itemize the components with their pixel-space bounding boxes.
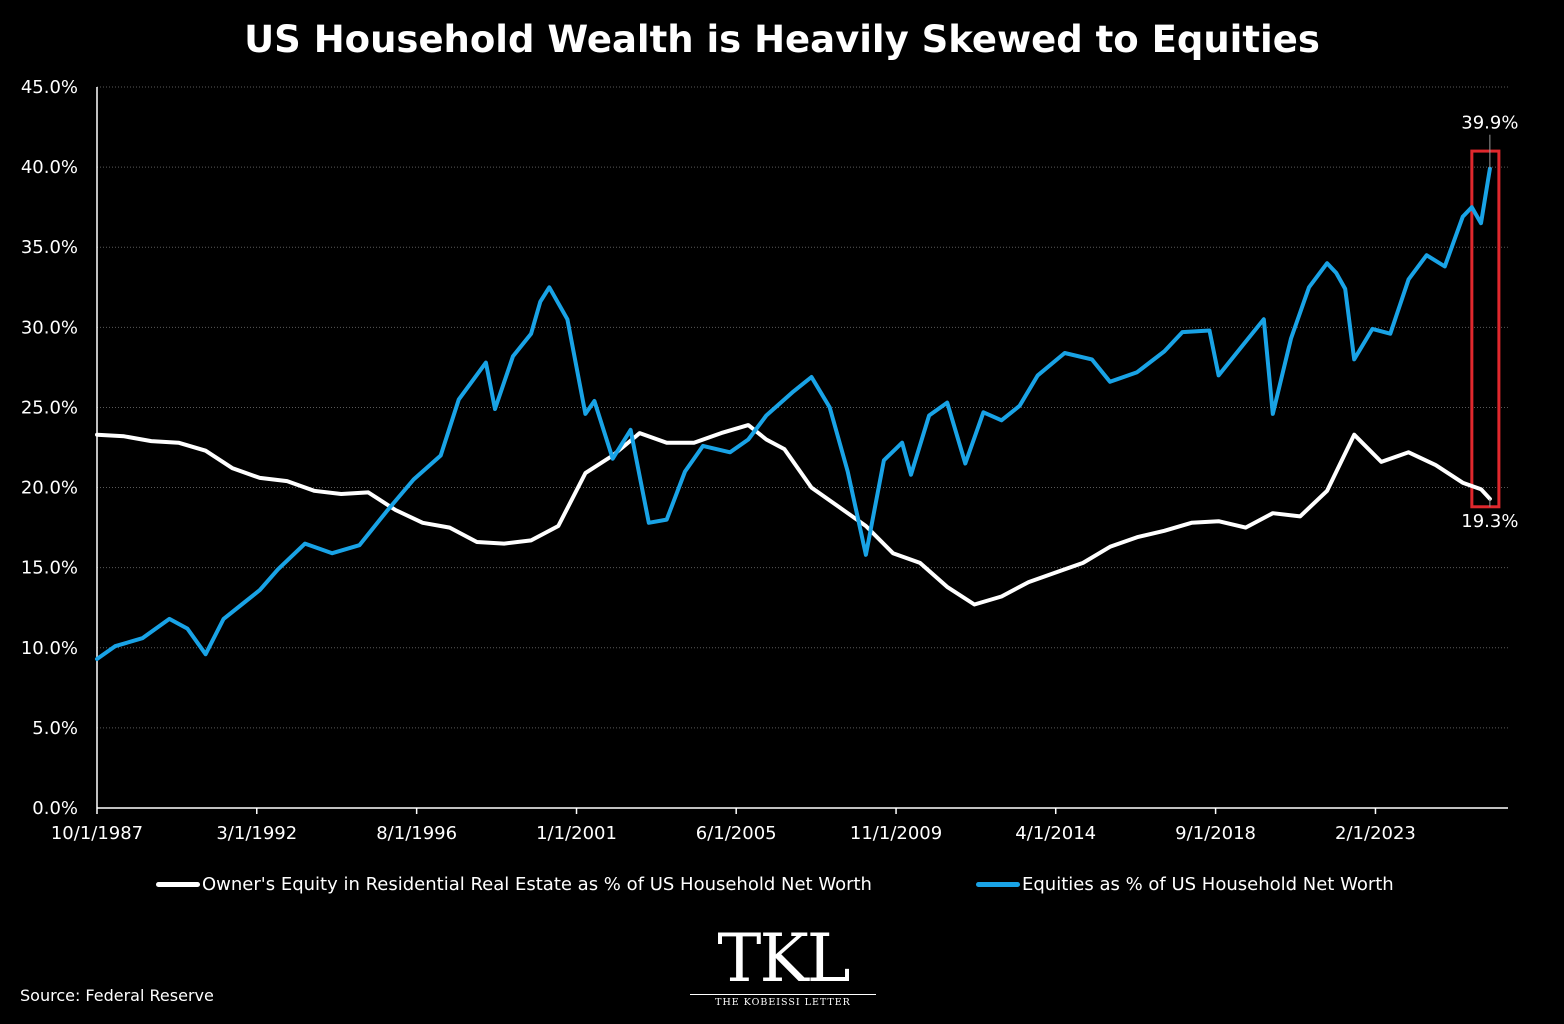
axes: [96, 87, 1508, 814]
y-tick-label: 20.0%: [21, 478, 78, 499]
y-tick-label: 30.0%: [21, 317, 78, 338]
highlight-rect: [1470, 149, 1501, 509]
highlight-box: [1470, 149, 1501, 509]
tkl-logo: TKL THE KOBEISSI LETTER: [690, 920, 876, 1008]
x-tick-label: 10/1/1987: [51, 823, 143, 844]
series-lines: [95, 166, 1492, 661]
legend-item-equities: Equities as % of US Household Net Worth: [976, 874, 1394, 895]
logo-mark: TKL: [717, 920, 850, 997]
legend-swatch-blue: [976, 882, 1020, 887]
y-tick-label: 40.0%: [21, 157, 78, 178]
y-tick-label: 45.0%: [21, 77, 78, 98]
x-tick-label: 2/1/2023: [1335, 823, 1416, 844]
y-tick-label: 0.0%: [32, 798, 78, 819]
x-tick-label: 9/1/2018: [1175, 823, 1256, 844]
y-tick-label: 10.0%: [21, 638, 78, 659]
x-tick-label: 8/1/1996: [376, 823, 457, 844]
x-tick-label: 11/1/2009: [850, 823, 942, 844]
y-tick-label: 35.0%: [21, 237, 78, 258]
x-tick-label: 4/1/2014: [1015, 823, 1096, 844]
x-tick-label: 6/1/2005: [696, 823, 777, 844]
series-line-owners-equity: [95, 423, 1492, 607]
data-label: 39.9%: [1461, 113, 1518, 134]
x-tick-label: 1/1/2001: [536, 823, 617, 844]
legend-swatch-white: [156, 882, 200, 887]
chart-title: US Household Wealth is Heavily Skewed to…: [244, 18, 1320, 61]
data-label: 19.3%: [1461, 511, 1518, 532]
series-line-equities: [95, 166, 1492, 661]
logo-subtitle: THE KOBEISSI LETTER: [690, 994, 876, 1008]
source-note: Source: Federal Reserve: [20, 986, 214, 1005]
y-tick-label: 5.0%: [32, 718, 78, 739]
y-tick-label: 25.0%: [21, 397, 78, 418]
x-tick-label: 3/1/1992: [216, 823, 297, 844]
grid-lines: [97, 86, 1508, 729]
tick-labels: 0.0% 5.0% 10.0% 15.0% 20.0% 25.0% 30.0% 35.0% 40…: [21, 77, 1416, 844]
legend-label-equities: Equities as % of US Household Net Worth: [1022, 874, 1394, 895]
legend-label-owners-equity: Owner's Equity in Residential Real Estat…: [202, 874, 872, 895]
annotations: 39.9% 19.3%: [1461, 113, 1518, 532]
y-tick-label: 15.0%: [21, 558, 78, 579]
legend-item-owners-equity: Owner's Equity in Residential Real Estat…: [156, 874, 872, 895]
